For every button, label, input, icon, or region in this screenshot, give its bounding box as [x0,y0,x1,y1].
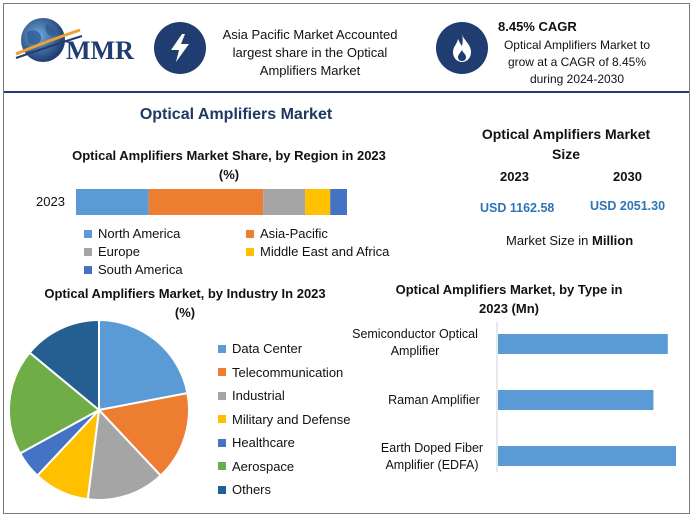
type-label-semiconductor: Semiconductor Optical Amplifier [352,327,478,358]
page-title: Optical Amplifiers Market [139,106,333,123]
cagr-body: Optical Amplifiers Market to grow at a C… [503,38,651,86]
legend-label: Asia-Pacific [260,226,328,241]
region-legend-item-middle-east-and-africa: Middle East and Africa [246,244,389,259]
market-size-value-2023: USD 1162.58 [480,201,555,215]
legend-swatch [84,229,92,238]
region-stacked-bar-chart [76,189,347,215]
market-size-unit: Market Size in Million [506,233,633,248]
pie-slice-others [28,318,100,413]
legend-label: Military and Defense [232,411,351,427]
type-label-edfa: Earth Doped Fiber Amplifier (EDFA) [380,441,484,472]
region-legend-item-south-america: South America [84,262,183,277]
mmr-logo: MMR [10,10,140,80]
market-size-title: Optical Amplifiers Market Size [481,126,651,162]
legend-label: Healthcare [232,435,295,450]
market-size-unit-bold: Million [592,233,634,248]
industry-legend-item-others: Others [218,482,271,497]
legend-label: Data Center [232,341,303,356]
industry-legend-item-aerospace: Aerospace [218,459,294,474]
industry-chart-title: Optical Amplifiers Market, by Industry I… [44,286,326,320]
legend-label: North America [98,226,181,241]
pie-slice-data-center [98,318,189,412]
legend-swatch [218,438,226,447]
type-bar-semiconductor-optical-amplifier [498,334,668,354]
legend-label: Aerospace [232,458,295,474]
lightning-icon [171,34,189,62]
industry-legend-item-healthcare: Healthcare [218,435,295,450]
legend-swatch [84,265,92,274]
logo-text: MMR [66,36,134,65]
legend-swatch [246,229,254,238]
legend-label: Telecommunication [232,364,344,380]
globe-icon [15,18,83,62]
region-legend-item-asia-pacific: Asia-Pacific [246,226,328,241]
region-bar-segment-europe [263,189,306,215]
region-bar-segment-asia-pacific [148,189,264,215]
region-bar-segment-south-america [330,189,347,215]
type-bar-earth-doped-fiber-amplifier-edfa [498,446,676,466]
type-bar-raman-amplifier [498,390,654,410]
header-divider [4,91,689,93]
cagr-title: 8.45% CAGR [498,19,577,34]
legend-swatch [218,462,226,470]
market-size-value-2030: USD 2051.30 [590,199,666,213]
industry-legend-item-data-center: Data Center [218,341,302,356]
region-chart-title: Optical Amplifiers Market Share, by Regi… [72,148,386,182]
legend-label: Middle East and Africa [260,244,390,259]
legend-swatch [84,247,92,256]
industry-legend-item-industrial: Industrial [218,388,285,403]
legend-swatch [218,344,226,353]
legend-swatch [218,391,226,400]
pie-slice-industrial [86,407,163,501]
region-category-label: 2023 [36,194,65,209]
market-size-unit-prefix: Market Size in [506,233,589,248]
legend-swatch [246,247,254,256]
flame-icon [453,34,471,62]
legend-label: Industrial [232,388,285,403]
legend-swatch [218,368,226,376]
region-legend-item-europe: Europe [84,244,140,259]
pie-slice-telecommunication [97,391,190,478]
legend-label: Others [232,482,272,497]
region-legend-item-north-america: North America [84,226,180,241]
legend-label: South America [98,262,183,277]
type-label-raman: Raman Amplifier [388,393,480,407]
flame-badge [436,22,488,74]
industry-legend-item-telecommunication: Telecommunication [218,365,343,380]
type-bar-chart [496,322,676,472]
region-bar-segment-north-america [76,189,149,215]
header-asia-pacific-text: Asia Pacific Market Accounted largest sh… [222,27,398,78]
region-bar-segment-middle-east-and-africa [305,189,331,215]
type-chart-title: Optical Amplifiers Market, by Type in 20… [395,282,623,316]
market-size-year-2030: 2030 [613,169,642,184]
lightning-badge [154,22,206,74]
infographic-frame [3,3,690,514]
industry-legend-item-military-and-defense: Military and Defense [218,412,351,427]
legend-swatch [218,415,226,423]
legend-label: Europe [98,244,140,259]
industry-pie-chart [8,318,190,501]
pie-slice-aerospace [8,351,101,455]
market-size-year-2023: 2023 [500,169,529,184]
legend-swatch [218,485,226,494]
